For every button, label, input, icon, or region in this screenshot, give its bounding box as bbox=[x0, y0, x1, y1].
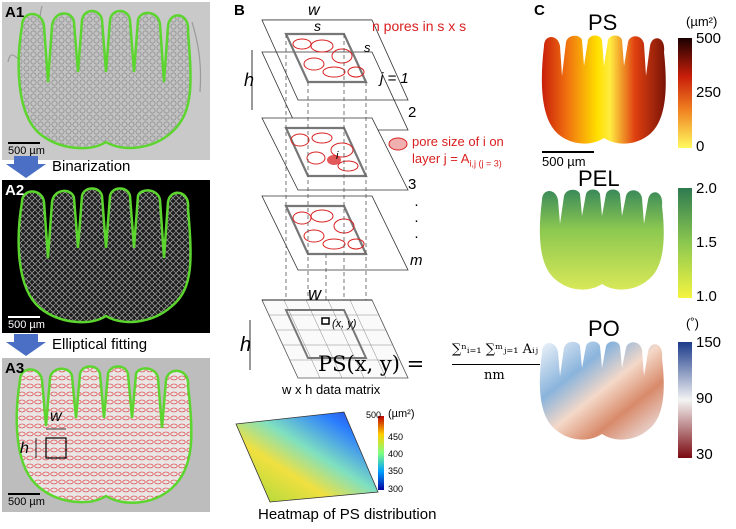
tissue-outline bbox=[17, 187, 192, 324]
ps-unit: (µm²) bbox=[686, 14, 718, 29]
tissue-micrograph bbox=[7, 5, 202, 150]
heatmap-tick-400: 400 bbox=[388, 449, 404, 459]
b-layer-2: 2 bbox=[408, 104, 417, 121]
heatmap-caption: Heatmap of PS distribution bbox=[258, 506, 437, 523]
b-w-label: w bbox=[308, 2, 320, 19]
ps-formula-bar bbox=[452, 364, 540, 365]
b-pore-size-1: pore size of i on bbox=[412, 134, 504, 149]
panel-a2-image bbox=[2, 180, 210, 333]
layer-2 bbox=[261, 117, 409, 191]
b-layer-j1: j = 1 bbox=[380, 70, 409, 87]
scalebar-a2 bbox=[8, 316, 40, 318]
panel-a3-label: A3 bbox=[5, 360, 25, 377]
b-pore-size-sub: i,j (j = 3) bbox=[469, 158, 502, 169]
a3-h-label: h bbox=[20, 440, 29, 457]
pel-title: PEL bbox=[578, 166, 620, 191]
b-dot-2: · bbox=[414, 212, 419, 229]
binarized-tissue bbox=[17, 187, 192, 324]
b-data-matrix-caption: w x h data matrix bbox=[282, 382, 381, 397]
pel-tick-1: 1.0 bbox=[696, 288, 717, 305]
b-layer-m: m bbox=[410, 252, 423, 269]
b-pore-size-2-text: layer j = A bbox=[412, 151, 470, 166]
binarization-label: Binarization bbox=[52, 158, 131, 175]
ps-formula-denominator: nm bbox=[484, 368, 505, 383]
ps-tick-0: 0 bbox=[696, 138, 705, 155]
down-arrow-icon bbox=[6, 156, 46, 183]
layer-schematic bbox=[235, 19, 409, 503]
ps-map bbox=[541, 35, 666, 144]
heatmap-unit: (µm²) bbox=[388, 408, 415, 420]
panel-b: B bbox=[222, 0, 540, 529]
heatmap-tick-450: 450 bbox=[388, 432, 404, 442]
panel-c: C bbox=[532, 0, 736, 529]
ps-scalebar-text: 500 µm bbox=[542, 154, 586, 169]
scalebar-a3 bbox=[8, 493, 40, 495]
b-h2-label: h bbox=[240, 334, 252, 356]
pel-tick-2: 2.0 bbox=[696, 180, 717, 197]
sampling-window bbox=[45, 437, 67, 459]
down-arrow-icon bbox=[6, 334, 46, 361]
b-h-label: h bbox=[244, 70, 255, 90]
b-pores-text: n pores in s x s bbox=[372, 18, 467, 34]
pel-tick-1-5: 1.5 bbox=[696, 234, 717, 251]
panel-c-maps bbox=[539, 35, 692, 458]
b-s-top: s bbox=[314, 18, 321, 34]
b-xy-label: (x, y) bbox=[332, 318, 357, 330]
b-w2-label: w bbox=[308, 284, 321, 304]
panel-a3-image bbox=[2, 358, 210, 512]
po-tick-150: 150 bbox=[696, 334, 722, 351]
po-tick-90: 90 bbox=[696, 390, 713, 407]
heatmap-tick-500: 500 bbox=[366, 410, 382, 420]
b-i-marker: i bbox=[336, 150, 339, 162]
b-s-side: s bbox=[364, 40, 371, 55]
ps-formula-lhs: PS(x, y) = bbox=[318, 352, 425, 376]
po-tick-30: 30 bbox=[696, 446, 713, 463]
po-colorbar bbox=[678, 342, 692, 458]
panel-a: A1 500 µm Binarization A2 500 µm Ellipti… bbox=[0, 0, 212, 529]
a3-w-label: w bbox=[50, 408, 62, 425]
b-pore-size-2: layer j = Ai,j (j = 3) bbox=[412, 151, 502, 169]
heatmap-colorbar bbox=[378, 416, 384, 490]
b-dot-3: · bbox=[414, 228, 419, 245]
scalebar-a3-text: 500 µm bbox=[8, 496, 45, 508]
po-unit: (˚) bbox=[686, 316, 699, 331]
b-dot-1: · bbox=[414, 196, 419, 213]
scalebar-a2-text: 500 µm bbox=[8, 319, 45, 331]
ps-tick-500: 500 bbox=[696, 30, 722, 47]
pore-legend-icon bbox=[388, 137, 408, 151]
heatmap-tick-350: 350 bbox=[388, 466, 404, 476]
tissue-outline bbox=[17, 9, 192, 150]
ps-colorbar bbox=[678, 38, 692, 148]
panel-a1-label: A1 bbox=[5, 4, 25, 21]
pore-i-marker bbox=[327, 155, 341, 165]
ps-tick-250: 250 bbox=[696, 84, 722, 101]
heatmap-tick-300: 300 bbox=[388, 484, 404, 494]
pel-map bbox=[539, 189, 664, 290]
scalebar-a1 bbox=[8, 142, 40, 144]
panel-a2-label: A2 bbox=[5, 182, 25, 199]
ps-formula-numerator: ∑ⁿᵢ₌₁ ∑ᵐⱼ₌₁ Aᵢⱼ bbox=[452, 342, 539, 357]
ps-heatmap bbox=[235, 411, 379, 503]
pel-colorbar bbox=[678, 188, 692, 298]
ellipse-fit-tissue bbox=[15, 365, 193, 504]
scalebar-a1-text: 500 µm bbox=[8, 145, 45, 157]
b-layer-3: 3 bbox=[408, 176, 417, 193]
po-title: PO bbox=[588, 316, 620, 341]
po-map bbox=[539, 341, 664, 440]
ps-title: PS bbox=[588, 10, 618, 35]
panel-c-label: C bbox=[534, 2, 545, 19]
tissue-outline bbox=[15, 365, 193, 504]
panel-b-label: B bbox=[234, 2, 245, 19]
panel-a1-image bbox=[2, 2, 210, 160]
elliptical-fitting-label: Elliptical fitting bbox=[52, 336, 148, 353]
